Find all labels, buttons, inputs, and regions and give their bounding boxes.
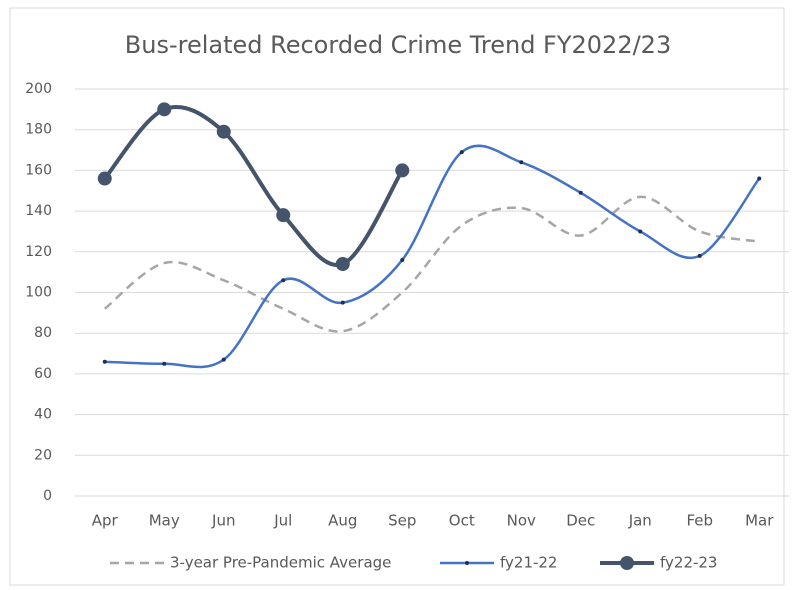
x-tick-label: Sep xyxy=(388,512,416,530)
point-marker xyxy=(395,163,410,178)
x-tick-label: Jun xyxy=(211,512,235,530)
y-tick-label: 160 xyxy=(25,162,52,178)
point-marker xyxy=(697,253,702,258)
point-marker xyxy=(335,257,350,272)
y-tick-label: 180 xyxy=(25,122,52,138)
x-tick-label: Aug xyxy=(328,512,357,530)
y-tick-label: 60 xyxy=(34,366,52,382)
point-marker xyxy=(102,359,107,364)
y-tick-label: 0 xyxy=(43,488,52,504)
legend-label: fy21-22 xyxy=(500,554,557,572)
x-tick-label: Mar xyxy=(745,512,774,530)
legend-marker xyxy=(465,561,469,565)
x-tick-label: Feb xyxy=(686,512,713,530)
point-marker xyxy=(757,176,762,181)
x-tick-label: Apr xyxy=(92,512,119,530)
y-tick-label: 120 xyxy=(25,244,52,260)
x-tick-label: Dec xyxy=(566,512,595,530)
y-tick-label: 100 xyxy=(25,285,52,301)
y-tick-label: 140 xyxy=(25,203,52,219)
point-marker xyxy=(221,357,226,362)
x-tick-label: Oct xyxy=(449,512,475,530)
point-marker xyxy=(340,300,345,305)
point-marker xyxy=(281,278,286,283)
point-marker xyxy=(216,124,231,139)
series-line xyxy=(103,195,760,333)
point-marker xyxy=(459,150,464,155)
point-marker xyxy=(162,361,167,366)
point-marker xyxy=(578,190,583,195)
x-tick-label: May xyxy=(149,512,180,530)
point-marker xyxy=(97,171,112,186)
y-tick-label: 40 xyxy=(34,407,52,423)
x-tick-label: Jul xyxy=(273,512,292,530)
legend-marker xyxy=(620,556,634,570)
point-marker xyxy=(519,160,524,165)
point-marker xyxy=(400,257,405,262)
x-tick-label: Nov xyxy=(507,512,536,530)
point-marker xyxy=(157,102,172,117)
x-tick-label: Jan xyxy=(628,512,652,530)
legend-label: 3-year Pre-Pandemic Average xyxy=(170,554,391,572)
chart-title: Bus-related Recorded Crime Trend FY2022/… xyxy=(125,31,671,59)
point-marker xyxy=(276,208,291,223)
legend-label: fy22-23 xyxy=(660,554,717,572)
y-tick-label: 80 xyxy=(34,325,52,341)
point-marker xyxy=(638,229,643,234)
y-tick-label: 20 xyxy=(34,447,52,463)
y-tick-label: 200 xyxy=(25,81,52,97)
